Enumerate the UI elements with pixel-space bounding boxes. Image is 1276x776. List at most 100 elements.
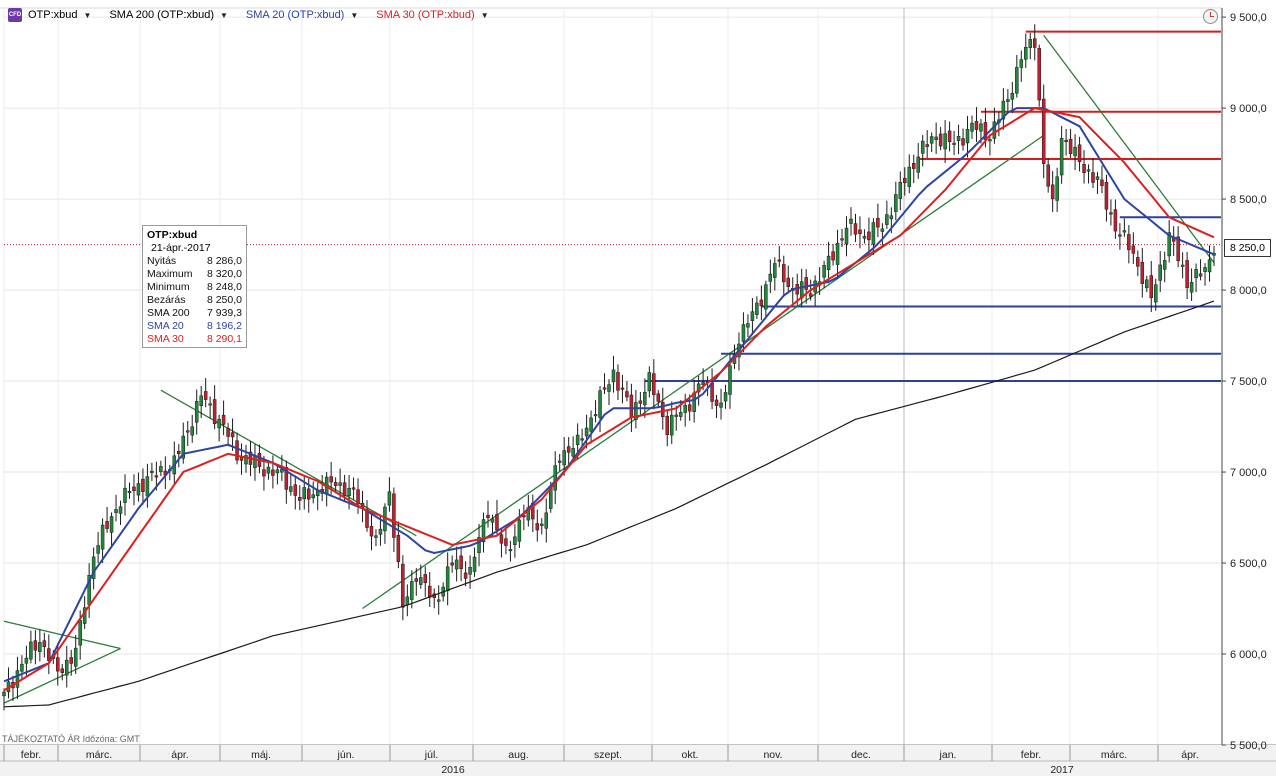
candle-body [306, 488, 311, 500]
candle-body [616, 372, 620, 391]
x-year-label: 2017 [1050, 764, 1074, 776]
candle-body [481, 519, 486, 543]
candle-body [1059, 138, 1064, 176]
candle-body [840, 238, 844, 241]
candle-body [275, 469, 280, 474]
trendline [160, 389, 417, 537]
sma200-selector[interactable]: SMA 200 (OTP:xbud) ▼ [109, 9, 227, 21]
sma20-selector[interactable]: SMA 20 (OTP:xbud) ▼ [246, 9, 358, 21]
candle-body [513, 536, 517, 546]
candle-body [1032, 38, 1037, 48]
candle-body [1127, 234, 1131, 251]
candle-body [123, 487, 127, 503]
candle-body [894, 194, 898, 212]
candle-body [889, 215, 894, 220]
candle-body [992, 121, 997, 139]
candle-body [78, 620, 82, 646]
candle-body [392, 493, 396, 538]
info-row: SMA 200 7 939,3 [147, 307, 242, 320]
x-year-label: 2016 [441, 764, 465, 776]
info-row-label: Maximum [147, 268, 193, 280]
clock-icon[interactable] [1203, 9, 1218, 24]
x-month-label: márc. [86, 749, 112, 761]
x-month-label: szept. [594, 749, 622, 761]
x-month-label: júl. [424, 749, 438, 761]
candle-body [208, 403, 212, 406]
candle-body [47, 648, 51, 661]
symbol-selector[interactable]: CFD OTP:xbud ▼ [8, 8, 91, 22]
candle-body [701, 382, 705, 386]
candle-body [849, 218, 853, 224]
candle-body [64, 659, 69, 676]
candle-body [136, 483, 141, 496]
candle-body [1050, 184, 1055, 200]
candle-body [38, 642, 42, 652]
x-month-label: dec. [851, 749, 871, 761]
candle-body [338, 482, 342, 486]
candle-body [602, 387, 607, 390]
candle-body [235, 440, 239, 461]
candle-body [1073, 146, 1077, 157]
candle-body [768, 273, 773, 282]
x-month-label: ápr. [171, 749, 189, 761]
candle-body [584, 427, 589, 437]
sma30-line [3, 107, 1215, 692]
candle-body [1086, 169, 1091, 172]
candle-body [230, 432, 235, 438]
candle-body [1068, 138, 1073, 154]
candle-body [822, 265, 826, 278]
candle-body [1104, 182, 1109, 210]
sma30-selector[interactable]: SMA 30 (OTP:xbud) ▼ [376, 9, 488, 21]
candle-body [445, 566, 450, 592]
candle-body [638, 400, 643, 404]
candle-body [486, 514, 490, 519]
candle-body [755, 302, 759, 315]
candle-body [1185, 260, 1189, 288]
candle-body [190, 426, 194, 436]
candle-body [714, 399, 719, 406]
symbol-label: OTP:xbud [28, 9, 78, 21]
candle-body [1041, 98, 1046, 164]
candle-body [262, 469, 266, 477]
candle-body [777, 259, 782, 262]
y-tick-label: 7 500,0 [1230, 376, 1267, 388]
info-row-label: SMA 200 [147, 307, 190, 319]
candle-body [625, 391, 629, 398]
candle-body [508, 549, 513, 552]
candle-body [91, 556, 96, 579]
candle-body [212, 399, 217, 425]
candle-body [42, 640, 47, 648]
candle-body [741, 324, 746, 342]
info-row-label: Bezárás [147, 294, 186, 306]
candle-body [1100, 179, 1104, 186]
candle-body [647, 372, 652, 392]
candle-body [109, 516, 114, 533]
candle-body [1194, 268, 1198, 279]
candle-body [454, 559, 459, 570]
candle-body [643, 391, 647, 406]
candle-body [764, 284, 768, 310]
x-month-label: jún. [337, 749, 355, 761]
candle-body [1001, 100, 1006, 120]
candle-body [974, 121, 979, 130]
info-row-value: 8 196,2 [206, 320, 242, 332]
candle-body [459, 555, 463, 569]
chevron-down-icon: ▼ [480, 10, 489, 20]
candle-body [911, 163, 916, 169]
candle-body [342, 482, 347, 496]
candle-body [903, 177, 907, 183]
sma200-label: SMA 200 (OTP:xbud) [109, 9, 214, 21]
y-tick-label: 5 500,0 [1230, 740, 1267, 752]
candle-body [1162, 260, 1167, 270]
candle-body [414, 578, 419, 582]
candle-body [226, 428, 230, 437]
candle-body [69, 657, 73, 664]
chevron-down-icon: ▼ [83, 10, 92, 20]
candle-body [661, 401, 665, 418]
candle-body [947, 130, 952, 143]
candle-body [1176, 236, 1180, 262]
candle-body [607, 384, 611, 392]
info-row: Bezárás 8 250,0 [147, 294, 242, 307]
info-symbol: OTP:xbud [147, 229, 198, 241]
